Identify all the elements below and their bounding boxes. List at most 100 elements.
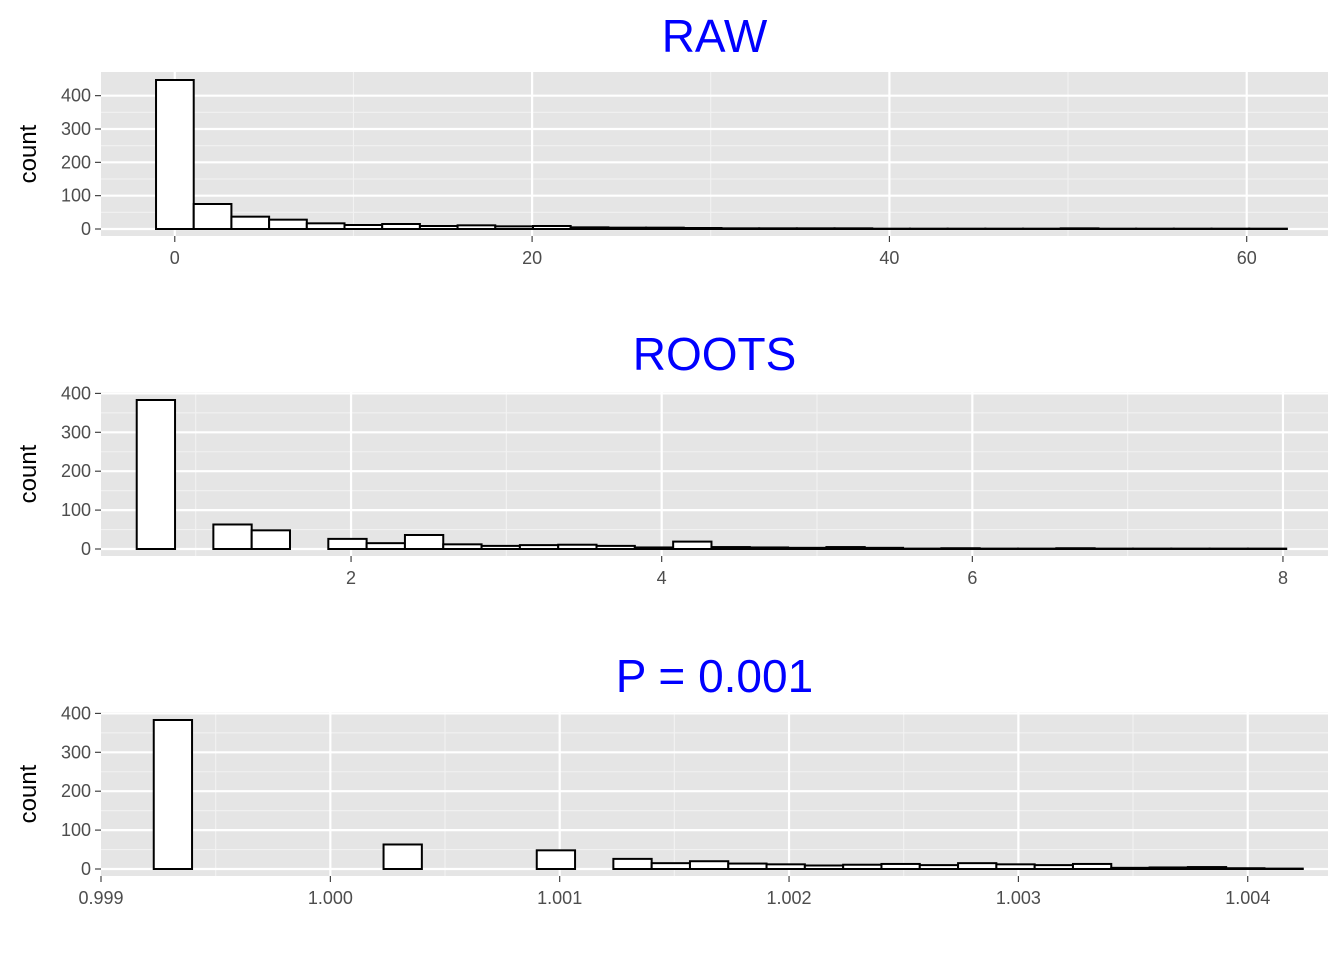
histogram-bar: [365, 542, 406, 550]
histogram-bar: [825, 546, 866, 550]
y-tick-label: 0: [81, 539, 91, 559]
histogram-bar: [682, 227, 723, 230]
histogram-bar: [535, 849, 577, 870]
histogram-bar: [1148, 866, 1189, 870]
roots-histogram-panel: ROOTS count 0 100 200 300 400 2 4 6 8: [15, 328, 1328, 588]
histogram-bar: [1110, 866, 1151, 870]
histogram-bar: [155, 79, 195, 230]
histogram-bar: [557, 543, 598, 551]
histogram-bar: [381, 223, 421, 230]
histogram-bar: [595, 544, 636, 551]
histogram-bar: [940, 547, 981, 550]
histogram-bar: [518, 544, 560, 551]
chart-title: P = 0.001: [616, 650, 813, 702]
x-tick-label: 1.002: [767, 888, 812, 908]
histogram-bar: [250, 529, 291, 550]
y-tick-label: 0: [81, 859, 91, 879]
histogram-bar: [710, 546, 751, 550]
histogram-bar: [212, 523, 253, 550]
y-tick-label: 0: [81, 219, 91, 239]
histogram-bar: [1059, 227, 1100, 230]
histogram-bar: [531, 225, 572, 230]
histogram-bar: [327, 537, 368, 551]
histogram-bar: [995, 863, 1036, 871]
raw-histogram-panel: RAW count 0 100 200 300 400 0 20 40 60: [15, 10, 1328, 268]
histogram-bar: [758, 227, 798, 230]
x-tick-label: 1.003: [996, 888, 1041, 908]
y-tick-label: 300: [61, 119, 91, 139]
x-tick-label: 2: [346, 568, 356, 588]
y-axis-label: count: [15, 764, 42, 823]
x-tick-label: 0.999: [78, 888, 123, 908]
histogram-bar: [135, 399, 177, 550]
histogram-bar: [633, 546, 675, 550]
histogram-bar: [230, 215, 271, 231]
histogram-bar: [842, 863, 883, 871]
histogram-bar: [765, 863, 806, 871]
histogram-bar: [456, 224, 497, 230]
y-tick-label: 200: [61, 461, 91, 481]
y-tick-label: 300: [61, 422, 91, 442]
histogram-bar: [1055, 547, 1096, 550]
histogram-bar: [418, 225, 459, 230]
histogram-bar: [918, 864, 960, 871]
panel-background: [101, 392, 1328, 556]
histogram-bar: [803, 864, 845, 871]
histogram-bar: [268, 218, 308, 231]
panel-background: [101, 712, 1328, 876]
histogram-bar: [957, 862, 998, 870]
histogram-bar: [795, 227, 836, 230]
histogram-bar: [607, 226, 648, 231]
y-tick-label: 400: [61, 703, 91, 723]
histogram-bar: [494, 225, 534, 230]
histogram-bar: [645, 226, 685, 231]
histogram-bar: [305, 222, 346, 230]
histogram-bar: [382, 843, 423, 870]
histogram-bar: [442, 543, 483, 551]
y-tick-label: 400: [61, 86, 91, 106]
y-tick-label: 400: [61, 383, 91, 403]
x-tick-label: 4: [657, 568, 667, 588]
histogram-bar: [650, 862, 691, 870]
x-tick-label: 1.000: [308, 888, 353, 908]
y-axis-label: count: [15, 124, 42, 183]
histogram-bar: [727, 862, 768, 871]
histogram-bar: [612, 857, 653, 871]
x-tick-label: 1.004: [1225, 888, 1270, 908]
histogram-bar: [833, 227, 874, 230]
histogram-bar: [863, 546, 905, 550]
x-tick-label: 1.001: [537, 888, 582, 908]
histogram-bar: [672, 540, 713, 550]
y-tick-label: 300: [61, 742, 91, 762]
histogram-bar: [1225, 867, 1266, 870]
x-tick-label: 40: [879, 248, 899, 268]
x-tick-label: 0: [170, 248, 180, 268]
chart-title: ROOTS: [633, 328, 797, 380]
histogram-bar: [152, 719, 194, 870]
histogram-bar: [403, 533, 445, 550]
histogram-bar: [343, 224, 384, 230]
y-tick-label: 100: [61, 820, 91, 840]
y-tick-label: 100: [61, 186, 91, 206]
histogram-bar: [1071, 862, 1113, 871]
y-tick-label: 200: [61, 781, 91, 801]
histogram-bar: [480, 544, 521, 551]
histogram-bar: [880, 862, 921, 871]
y-tick-label: 200: [61, 152, 91, 172]
p-transform-histogram-panel: P = 0.001 count 0 100 200 300 400 0.999 1.000 1.0…: [15, 650, 1328, 908]
chart-title: RAW: [662, 10, 768, 62]
histogram-bar: [688, 860, 730, 870]
y-axis-label: count: [15, 444, 42, 503]
x-tick-label: 60: [1237, 248, 1257, 268]
x-tick-label: 8: [1278, 568, 1288, 588]
histogram-bar: [1186, 866, 1228, 870]
histogram-bar: [192, 203, 233, 230]
x-tick-label: 6: [967, 568, 977, 588]
y-tick-label: 100: [61, 500, 91, 520]
histogram-bar: [569, 226, 610, 230]
histogram-bar: [720, 227, 761, 230]
histogram-bar: [1033, 864, 1074, 871]
panel-background: [101, 72, 1328, 236]
histogram-bar: [787, 546, 828, 550]
